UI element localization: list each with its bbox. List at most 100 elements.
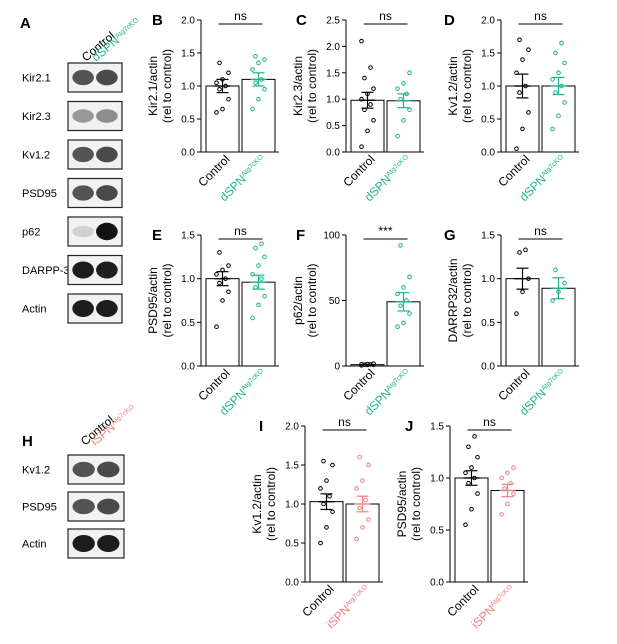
significance-label: ns [534, 9, 547, 23]
y-tick-label: 0.5 [430, 526, 444, 537]
y-tick-label: 0.0 [481, 148, 495, 159]
data-point [359, 144, 364, 150]
x-label-ko-sup: Atg7cKO [385, 153, 410, 178]
data-point [463, 522, 468, 528]
data-point [517, 250, 522, 255]
y-tick-label: 2.0 [326, 42, 340, 53]
y-label-line2: (rel to control) [305, 263, 319, 337]
data-point [330, 462, 335, 468]
panel_h-row-label: Actin [22, 539, 46, 551]
data-point [511, 491, 516, 496]
data-point [371, 86, 376, 91]
data-point [475, 491, 480, 496]
y-tick-label: 1.0 [181, 274, 195, 285]
data-point [502, 486, 507, 491]
data-point [520, 126, 525, 132]
data-point [253, 80, 258, 85]
panel_a-band [96, 261, 118, 279]
data-point [517, 90, 522, 95]
y-tick-label: 0.0 [181, 362, 195, 373]
panel_a-band [72, 146, 94, 163]
data-point [514, 311, 519, 316]
x-label-ko-sup: Atg7cKO [540, 153, 565, 178]
data-point [324, 478, 329, 483]
significance-label: ns [234, 9, 247, 23]
data-point [262, 254, 267, 260]
panel-letter-f: F [296, 227, 305, 244]
y-label-line1: Kv1.2/actin [250, 474, 264, 533]
y-tick-label: 0.0 [285, 578, 299, 589]
y-label-line2: (rel to control) [409, 467, 423, 541]
data-point [520, 57, 525, 62]
panel_a-row-label: PSD95 [22, 188, 57, 200]
y-label-line1: PSD95/actin [146, 267, 160, 334]
y-tick-label: 1.5 [181, 231, 195, 242]
data-point [214, 272, 219, 277]
panel_h-row-actin: Actin [22, 528, 125, 559]
chart-c: C 0.0 0.5 1.0 1.5 2.0 2.5 Kir2.3/actin (rel to c… [291, 9, 424, 204]
data-point [401, 320, 406, 326]
y-tick-label: 1.0 [181, 82, 195, 93]
data-point [401, 81, 406, 86]
y-tick-label: 2.0 [181, 16, 195, 27]
y-label: PSD95/actin (rel to control) [395, 467, 423, 541]
data-point [253, 54, 258, 59]
data-point [226, 96, 231, 102]
data-point [553, 90, 558, 95]
y-label: p62/actin (rel to control) [291, 263, 319, 337]
panel_h-letter: H [22, 433, 33, 450]
panel-letter-g: G [444, 227, 456, 244]
data-point [256, 96, 261, 102]
y-tick-label: 0.5 [326, 121, 340, 132]
chart-j: J 0.0 0.5 1.0 1.5 PSD95/actin (rel to control)… [395, 415, 528, 631]
y-tick-label: 1.5 [481, 231, 495, 242]
y-tick-label: 0.0 [181, 148, 195, 159]
data-point [553, 267, 558, 273]
panel-letter-d: D [444, 12, 455, 29]
panel_a-col-ko-sup: Atg7cKO [114, 17, 140, 41]
y-label-line1: PSD95/actin [395, 471, 409, 538]
data-point [357, 505, 362, 511]
data-point [362, 75, 367, 81]
data-point [556, 113, 561, 118]
panel_a-row-label: Kv1.2 [22, 150, 50, 162]
y-label-line2: (rel to control) [305, 49, 319, 123]
data-point [499, 512, 504, 517]
data-point [401, 118, 406, 123]
data-point [366, 462, 371, 468]
bar-control [350, 99, 385, 153]
panel_h-row-kv12: Kv1.2 [22, 454, 125, 485]
data-point [363, 497, 368, 503]
data-point [217, 250, 222, 255]
y-label-line2: (rel to control) [460, 49, 474, 123]
data-point [523, 247, 528, 253]
y-label-line2: (rel to control) [264, 467, 278, 541]
panel_a-band [72, 185, 94, 201]
y-label-line1: p62/actin [291, 276, 305, 325]
data-point [262, 87, 267, 92]
data-point [250, 106, 255, 112]
data-point [553, 50, 558, 56]
data-point [360, 478, 365, 483]
data-point [330, 509, 335, 515]
data-point [505, 501, 510, 507]
panel_h-row-label: PSD95 [22, 502, 57, 514]
panel_h-band [72, 461, 95, 478]
data-point [214, 80, 219, 85]
data-point [511, 465, 516, 470]
y-tick-label: 100 [323, 231, 340, 242]
data-point [321, 458, 326, 464]
y-tick-label: 1.0 [430, 474, 444, 485]
data-point [407, 274, 412, 280]
data-point [469, 506, 474, 512]
data-point [520, 289, 525, 295]
data-point [217, 87, 222, 92]
panel_a-band [96, 69, 118, 86]
panel_h-band [72, 534, 95, 553]
y-tick-label: 2.5 [326, 16, 340, 27]
y-tick-label: 0.5 [181, 318, 195, 329]
significance-label: ns [534, 224, 547, 238]
panel_a-band [96, 222, 118, 241]
data-point [395, 86, 400, 91]
